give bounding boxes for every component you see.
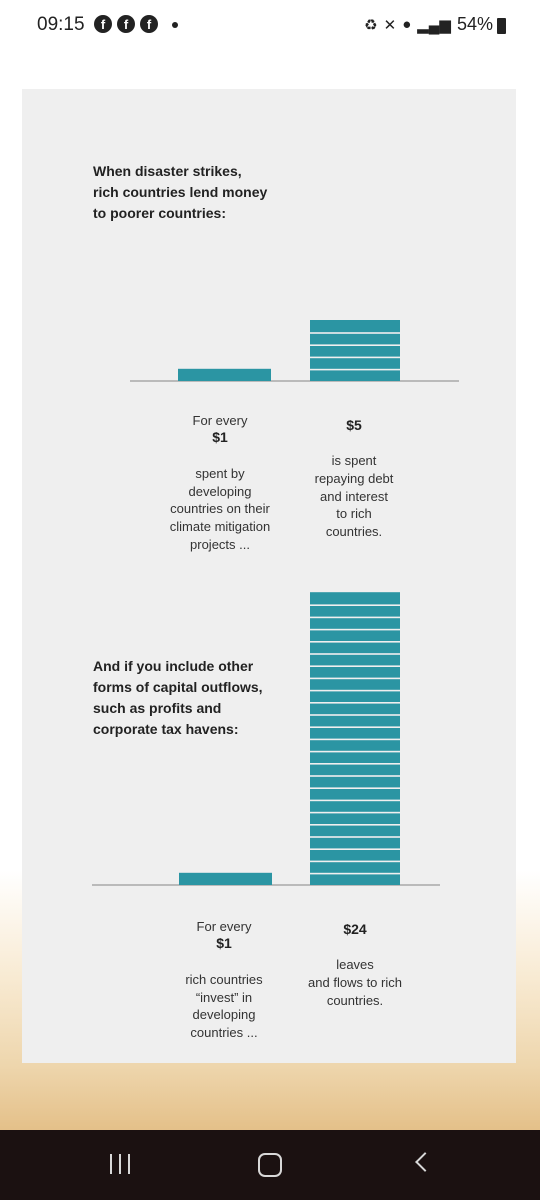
bar-unit-block — [179, 872, 272, 885]
bar-unit-block — [310, 789, 400, 800]
bar-unit-block — [310, 837, 400, 849]
chart-2-title: And if you include other forms of capita… — [93, 658, 263, 737]
bar-unit-block — [310, 618, 400, 629]
chart-1-title: When disaster strikes, rich countries le… — [93, 163, 268, 221]
chart-2-bar-1-caption: For every $1 rich countries “invest” in … — [154, 900, 294, 1042]
facebook-icon: f — [94, 15, 112, 33]
chart-1-bar-2-caption: $5 is spent repaying debt and interest t… — [288, 399, 420, 541]
back-icon[interactable] — [415, 1152, 435, 1172]
recycle-icon: ♻ — [364, 16, 378, 34]
bar-unit-block — [310, 691, 400, 702]
caption-after: rich countries “invest” in developing co… — [185, 971, 263, 1040]
chart-1-bar-1-caption: For every $1 spent by developing countri… — [150, 394, 290, 553]
chart-2-bar-1 — [179, 872, 272, 885]
bar-unit-block — [310, 728, 400, 739]
battery-icon — [497, 17, 506, 34]
caption-after: is spent repaying debt and interest to r… — [314, 453, 394, 539]
bar-unit-block — [310, 333, 400, 345]
caption-before: For every — [192, 412, 248, 428]
bar-unit-block — [310, 752, 400, 763]
status-time: 09:15 — [37, 14, 85, 35]
battery-percent: 54% — [456, 14, 493, 34]
bar-unit-block — [310, 862, 400, 873]
caption-value: $1 — [212, 429, 228, 446]
chart-2-bar-2-caption: $24 leaves and flows to rich countries. — [292, 903, 418, 1009]
bar-unit-block — [178, 368, 271, 381]
recent-apps-icon[interactable] — [108, 1152, 132, 1176]
bar-unit-block — [310, 740, 400, 751]
status-bar: 09:15 f f f ♻ ✕ ● ▂▄▆ 54% — [0, 0, 540, 50]
bar-unit-block — [310, 764, 400, 776]
caption-value: $24 — [343, 920, 367, 937]
bar-unit-block — [310, 703, 400, 715]
bar-unit-block — [310, 776, 400, 788]
chart-canvas — [92, 320, 459, 886]
caption-after: spent by developing countries on their c… — [169, 465, 271, 552]
bar-unit-block — [310, 642, 400, 654]
facebook-icon: f — [117, 15, 135, 33]
chart-2-bar-2 — [310, 592, 400, 885]
bar-unit-block — [310, 320, 400, 333]
more-notifications-icon — [172, 22, 178, 28]
home-icon[interactable] — [258, 1153, 282, 1177]
bar-unit-block — [310, 874, 400, 885]
chart-1-bar-2 — [310, 320, 400, 381]
bar-unit-block — [310, 630, 400, 641]
bar-unit-block — [310, 825, 400, 837]
caption-after: leaves and flows to rich countries. — [308, 957, 402, 1008]
bar-unit-block — [310, 592, 400, 605]
signal-icon: ▂▄▆ — [417, 16, 451, 34]
infographic-card: When disaster strikes, rich countries le… — [22, 89, 516, 1063]
bar-unit-block — [310, 813, 400, 824]
bar-unit-block — [310, 801, 400, 812]
bar-unit-block — [310, 715, 400, 727]
caption-value: $1 — [216, 935, 232, 952]
bar-unit-block — [310, 654, 400, 666]
bar-unit-block — [310, 370, 400, 381]
caption-value: $5 — [346, 416, 362, 433]
bar-unit-block — [310, 850, 400, 861]
bar-unit-block — [310, 346, 400, 357]
mute-icon: ✕ — [383, 16, 397, 34]
chart-1-bar-1 — [178, 368, 271, 381]
bar-unit-block — [310, 358, 400, 369]
wifi-icon: ● — [402, 16, 412, 33]
facebook-icon: f — [140, 15, 158, 33]
bar-unit-block — [310, 667, 400, 678]
bar-unit-block — [310, 606, 400, 617]
navigation-bar — [0, 1130, 540, 1200]
bar-unit-block — [310, 679, 400, 690]
status-icons: ♻ ✕ ● ▂▄▆ 54% — [364, 14, 506, 35]
caption-before: For every — [196, 918, 252, 934]
